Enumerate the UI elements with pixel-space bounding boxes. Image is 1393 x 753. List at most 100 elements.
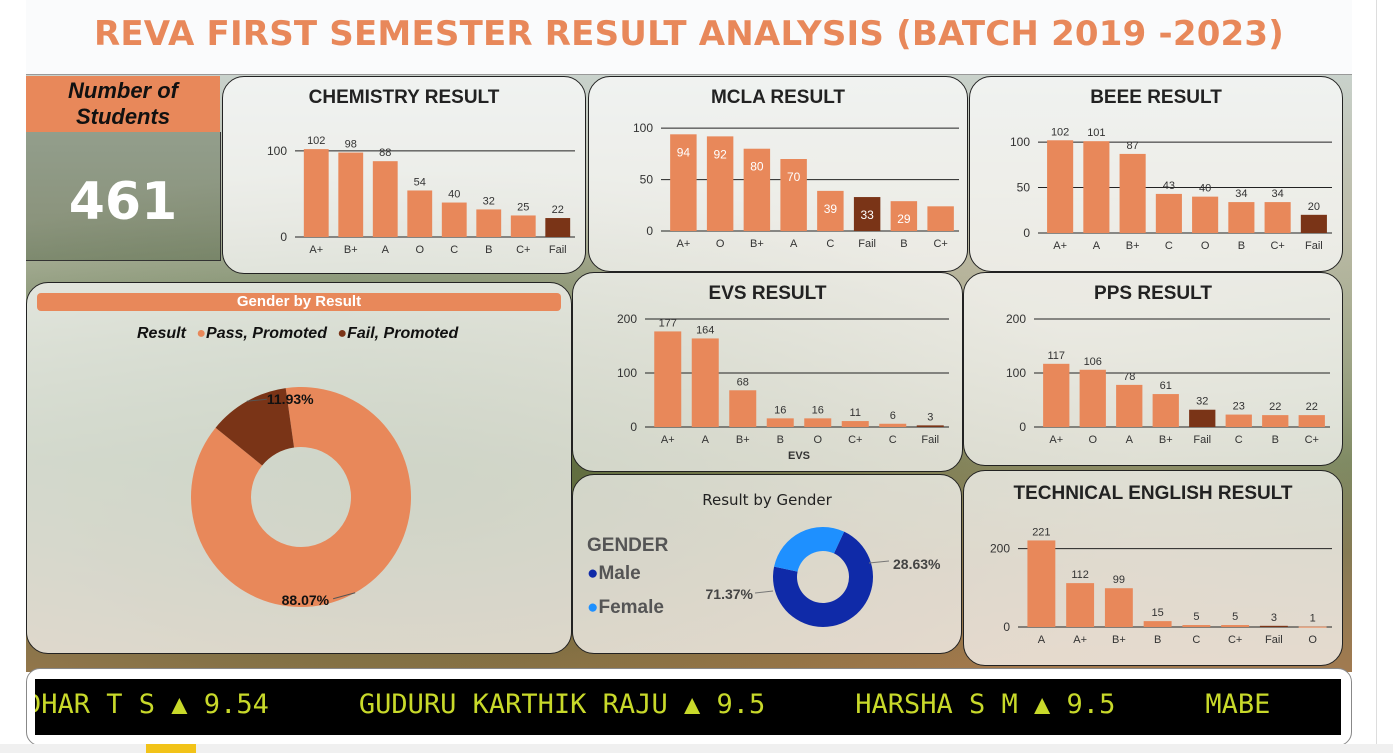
data-label: 80 [750, 160, 764, 174]
data-label: 32 [1196, 396, 1208, 408]
x-tick-label: A+ [1053, 240, 1067, 252]
data-label: 25 [517, 201, 529, 213]
data-label: 15 [1152, 607, 1164, 619]
beee-panel[interactable]: BEEE RESULT 0 50 100 A+ 102 A 101 B+ 87 C 43 O 40 B 34… [969, 76, 1343, 272]
data-label: 16 [812, 404, 824, 416]
data-label: 92 [713, 147, 727, 161]
y-tick-label: 0 [1019, 420, 1026, 434]
bar-A+ [654, 331, 682, 427]
result-by-gender-donut: 71.37% 28.63% [706, 527, 941, 627]
bar-Fail [1259, 625, 1288, 627]
x-tick-label: B+ [736, 434, 750, 446]
pps-panel[interactable]: PPS RESULT 0 100 200 A+ 117 O 106 A 78 B+ 61 Fail 32… [963, 272, 1343, 466]
data-label: 3 [927, 411, 933, 423]
x-tick-label: B+ [344, 244, 358, 256]
chemistry-panel[interactable]: CHEMISTRY RESULT 0 100 A+ 102 B+ 98 A 88 O 54 C 40 B… [222, 76, 586, 274]
ticker-text: DHAR T S ▲ 9.54 GUDURU KARTHIK RAJU ▲ 9.5… [35, 689, 1341, 720]
bar-C [879, 423, 907, 427]
bar-B+ [743, 148, 771, 231]
gender-by-result-title: Gender by Result [37, 293, 561, 311]
result-by-gender-panel[interactable]: Result by Gender GENDER ●Male ●Female 71… [572, 474, 962, 654]
data-label: 22 [552, 204, 564, 216]
x-tick-label: A+ [309, 244, 323, 256]
x-tick-label: B+ [1112, 634, 1126, 646]
bar-A [780, 159, 807, 231]
bar-C [1225, 414, 1252, 427]
gender-legend-title: GENDER [587, 535, 669, 556]
x-tick-label: O [1308, 634, 1317, 646]
data-label: 40 [448, 189, 460, 201]
bar-Fail [916, 425, 944, 427]
bar-B [1228, 202, 1255, 233]
chemistry-title: CHEMISTRY RESULT [308, 87, 500, 108]
active-page-tab[interactable] [146, 744, 196, 753]
bar-O [407, 190, 433, 237]
result-by-gender-title: Result by Gender [702, 491, 832, 509]
data-label: 94 [677, 145, 691, 159]
y-tick-label: 200 [617, 312, 637, 326]
bar-O [804, 418, 832, 427]
y-tick-label: 0 [1023, 226, 1030, 240]
y-tick-label: 0 [280, 230, 287, 244]
x-tick-label: C+ [1305, 434, 1319, 446]
x-tick-label: O [1088, 434, 1097, 446]
technical-english-title: TECHNICAL ENGLISH RESULT [1013, 483, 1293, 504]
male-legend[interactable]: ●Male [587, 563, 641, 585]
y-tick-label: 0 [1003, 620, 1010, 634]
y-tick-label: 100 [1006, 366, 1026, 380]
y-tick-label: 100 [633, 121, 653, 135]
female-legend-dot: ● [587, 597, 599, 618]
gender-by-result-panel[interactable]: Gender by Result Result ●Pass, Promoted … [26, 282, 572, 654]
donut-slice-male [773, 531, 874, 627]
bar-Fail [1189, 409, 1216, 427]
donut-slice-pass-promoted [191, 387, 411, 607]
right-scrollbar[interactable] [1376, 0, 1393, 753]
bar-C+ [510, 215, 536, 237]
bar-B+ [338, 152, 364, 237]
bar-Fail [545, 218, 571, 237]
pass-legend-label[interactable]: Pass, Promoted [206, 325, 327, 342]
data-label: 78 [1123, 371, 1135, 383]
x-tick-label: C [1235, 434, 1243, 446]
pps-title: PPS RESULT [1094, 283, 1212, 304]
y-tick-label: 0 [630, 420, 637, 434]
ticker-item: GUDURU KARTHIK RAJU ▲ 9.5 [358, 689, 766, 720]
bottom-tab-strip [0, 744, 1393, 753]
y-tick-label: 100 [617, 366, 637, 380]
data-label: 164 [696, 324, 714, 336]
x-tick-label: B [1238, 240, 1245, 252]
x-tick-label: C+ [1228, 634, 1242, 646]
data-label: 34 [1272, 188, 1284, 200]
x-tick-label: A+ [1049, 434, 1063, 446]
result-legend-title: Result [137, 325, 186, 342]
beee-title: BEEE RESULT [1090, 87, 1222, 108]
evs-panel[interactable]: EVS RESULT 0 100 200 A+ 177 A 164 B+ 68 B 16 O 16 C+ 1… [572, 272, 963, 472]
data-label: 40 [1199, 183, 1211, 195]
data-label: 39 [824, 202, 838, 216]
header: REVA FIRST SEMESTER RESULT ANALYSIS (BAT… [26, 0, 1352, 75]
bar-C [441, 202, 467, 237]
x-tick-label: A [790, 238, 798, 250]
technical-english-panel[interactable]: TECHNICAL ENGLISH RESULT 0 200 A 221 A+ 112 B+… [963, 470, 1343, 666]
x-tick-label: A+ [661, 434, 675, 446]
bar-A+ [1047, 140, 1074, 233]
bar-B [766, 418, 794, 427]
x-tick-label: A [1038, 634, 1046, 646]
mcla-panel[interactable]: MCLA RESULT 0 50 100 A+ 94 O 92 B+ 80 A 70 C 39 Fail 3… [588, 76, 968, 272]
bar-C [1182, 625, 1211, 627]
bar-C [1155, 193, 1182, 233]
x-tick-label: A+ [676, 238, 690, 250]
female-legend[interactable]: ●Female [587, 597, 664, 619]
chemistry-chart: 0 100 A+ 102 B+ 98 A 88 O 54 C 40 B 32 C+ 25 Fail 22 [267, 135, 575, 256]
bar-A+ [1066, 583, 1095, 627]
data-label: 5 [1232, 611, 1238, 623]
bar-Fail [1300, 214, 1327, 233]
bar-A [1116, 384, 1143, 427]
data-label: 102 [1051, 126, 1069, 138]
x-tick-label: A [1093, 240, 1101, 252]
fail-legend-label[interactable]: Fail, Promoted [347, 325, 459, 342]
leader-line [868, 560, 890, 564]
bar-B [1262, 415, 1289, 427]
x-tick-label: Fail [1193, 434, 1211, 446]
x-tick-label: C+ [848, 434, 862, 446]
